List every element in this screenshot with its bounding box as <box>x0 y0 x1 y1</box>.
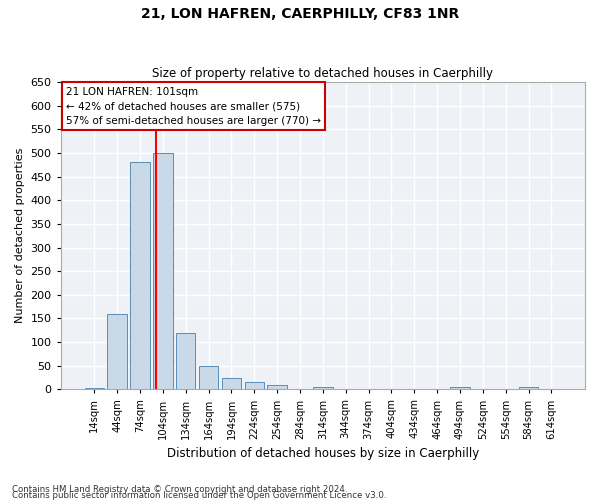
Text: Contains public sector information licensed under the Open Government Licence v3: Contains public sector information licen… <box>12 491 386 500</box>
Bar <box>268 384 287 390</box>
Bar <box>245 382 264 390</box>
Bar <box>85 388 104 390</box>
Title: Size of property relative to detached houses in Caerphilly: Size of property relative to detached ho… <box>152 66 493 80</box>
Text: 21, LON HAFREN, CAERPHILLY, CF83 1NR: 21, LON HAFREN, CAERPHILLY, CF83 1NR <box>141 8 459 22</box>
Bar <box>313 387 332 390</box>
Bar <box>199 366 218 390</box>
Text: Contains HM Land Registry data © Crown copyright and database right 2024.: Contains HM Land Registry data © Crown c… <box>12 485 347 494</box>
Bar <box>176 332 196 390</box>
Bar <box>153 153 173 390</box>
Bar <box>221 378 241 390</box>
Text: 21 LON HAFREN: 101sqm
← 42% of detached houses are smaller (575)
57% of semi-det: 21 LON HAFREN: 101sqm ← 42% of detached … <box>66 86 321 126</box>
Bar <box>107 314 127 390</box>
X-axis label: Distribution of detached houses by size in Caerphilly: Distribution of detached houses by size … <box>167 447 479 460</box>
Bar <box>450 387 470 390</box>
Bar <box>130 162 149 390</box>
Y-axis label: Number of detached properties: Number of detached properties <box>15 148 25 324</box>
Bar <box>519 387 538 390</box>
